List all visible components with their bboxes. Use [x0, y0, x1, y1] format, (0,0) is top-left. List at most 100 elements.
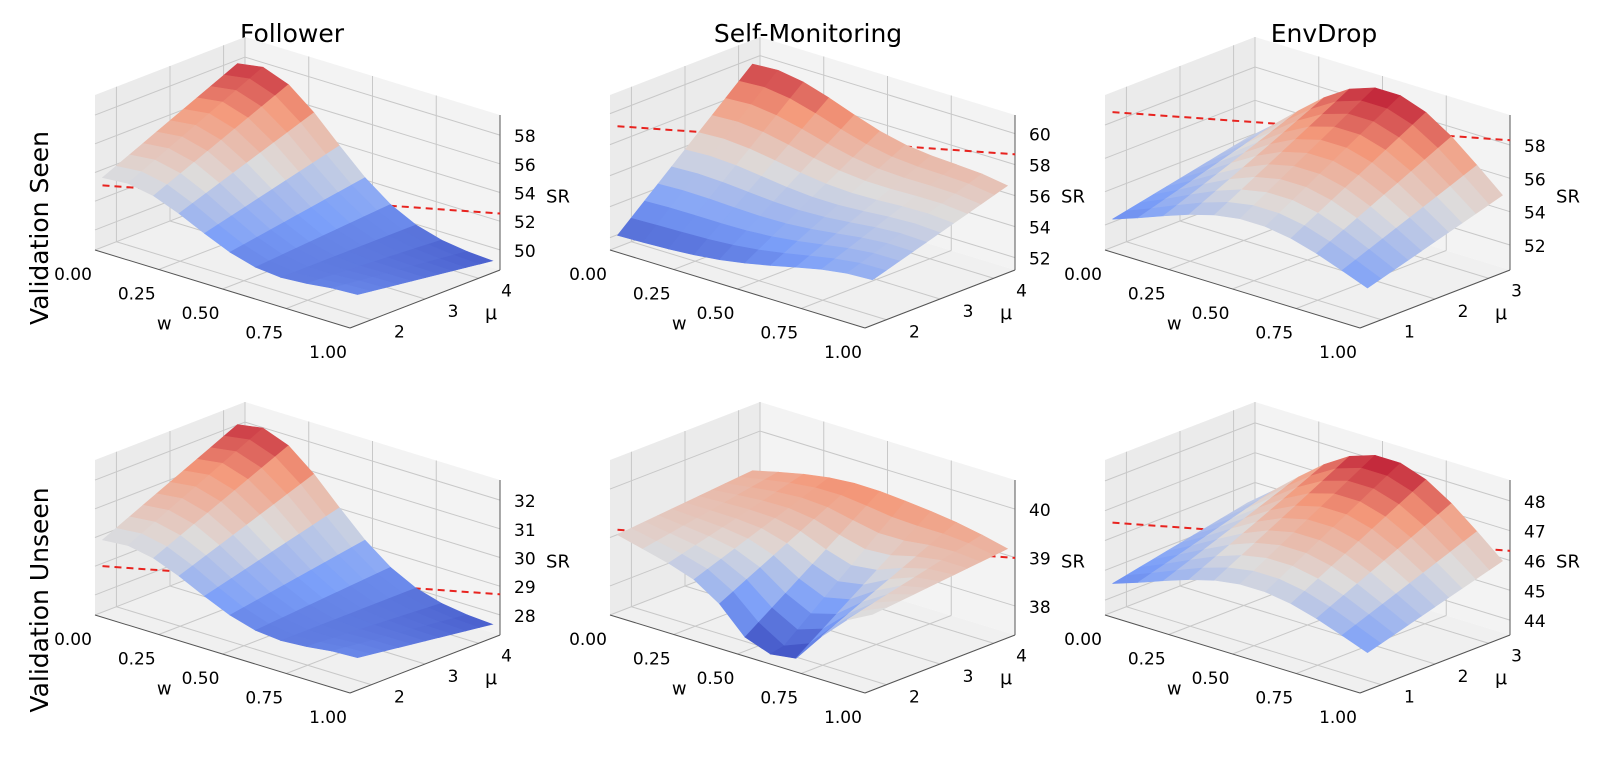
- tick-label: 40: [1029, 501, 1051, 521]
- grid-line: [609, 430, 761, 490]
- tick-label: 0.25: [118, 285, 156, 305]
- tick-label: 58: [1524, 137, 1546, 157]
- z-axis-label: SR: [546, 552, 570, 573]
- column-title-envdrop: EnvDrop: [1271, 19, 1378, 48]
- tick-label: 38: [1029, 598, 1051, 618]
- tick-label: 3: [1511, 646, 1522, 666]
- tick-label: 3: [448, 302, 459, 322]
- tick-label: 46: [1524, 552, 1546, 572]
- baseline-line: [102, 565, 501, 596]
- tick-label: 1.00: [824, 708, 862, 728]
- tick-label: 1.00: [1319, 708, 1357, 728]
- tick-label: 2: [1458, 302, 1469, 322]
- tick-label: 0.75: [245, 324, 283, 344]
- chart-panel: 0.00 0.25 0.50 0.75 1.00 2 3 450 52 54 56 58 w μ SR: [54, 37, 570, 363]
- tick-label: 2: [394, 688, 405, 708]
- chart-panel: 0.00 0.25 0.50 0.75 1.00 1 2 344 45 46 47 48 w μ SR: [1064, 402, 1580, 728]
- tick-label: 0.25: [1128, 650, 1166, 670]
- axis-line: [864, 269, 1016, 329]
- tick-label: 0.75: [760, 689, 798, 709]
- tick-label: 1.00: [309, 343, 347, 363]
- chart-panel: 0.00 0.25 0.50 0.75 1.00 1 2 3 52 54 56 58 w μ SR: [1064, 37, 1580, 363]
- y-axis-label: μ: [1000, 302, 1012, 324]
- tick-label: 0.00: [1064, 265, 1102, 285]
- chart-panel: 0.00 0.25 0.50 0.75 1.00 2 3 428 29 30 31 32 w μ SR: [54, 402, 570, 728]
- grid-line: [1104, 452, 1256, 512]
- tick-label: 0.75: [1255, 324, 1293, 344]
- tick-label: 0.25: [1128, 285, 1166, 305]
- tick-label: 30: [514, 550, 536, 570]
- tick-label: 0.75: [245, 689, 283, 709]
- tick-label: 1: [1404, 688, 1415, 708]
- tick-label: 2: [909, 323, 920, 343]
- axis-line: [1359, 269, 1511, 329]
- z-axis-label: SR: [1556, 552, 1580, 573]
- tick-label: 0.00: [54, 265, 92, 285]
- tick-label: 0.50: [182, 304, 220, 324]
- tick-label: 4: [1016, 646, 1027, 666]
- tick-label: 4: [1016, 281, 1027, 301]
- y-axis-label: μ: [1000, 667, 1012, 689]
- grid-line: [1179, 220, 1436, 300]
- chart-panel: 0.00 0.25 0.50 0.75 1.00 2 3 452 54 56 58 60 w μ SR: [569, 37, 1085, 363]
- tick-label: 0.25: [633, 285, 671, 305]
- tick-label: 58: [1029, 157, 1051, 177]
- surface-patch: [1341, 259, 1382, 289]
- z-axis-label: SR: [1061, 552, 1085, 573]
- tick-label: 3: [963, 667, 974, 687]
- tick-label: 48: [1524, 493, 1546, 513]
- axis-line: [609, 614, 866, 694]
- grid-line: [116, 606, 372, 686]
- tick-label: 0.00: [569, 265, 607, 285]
- tick-label: 52: [1029, 250, 1051, 270]
- tick-label: 4: [501, 646, 512, 666]
- x-axis-label: w: [672, 313, 687, 334]
- tick-label: 2: [394, 323, 405, 343]
- tick-label: 56: [514, 156, 536, 176]
- tick-label: 28: [514, 607, 536, 627]
- tick-label: 32: [514, 492, 536, 512]
- column-title-self-monitoring: Self-Monitoring: [714, 19, 902, 48]
- tick-label: 54: [1524, 204, 1546, 224]
- axis-line: [349, 634, 501, 694]
- tick-label: 1.00: [309, 708, 347, 728]
- grid-line: [116, 241, 372, 321]
- tick-label: 52: [1524, 237, 1546, 257]
- tick-label: 0.75: [1255, 689, 1293, 709]
- axis-line: [1104, 249, 1361, 329]
- grid-line: [244, 56, 501, 136]
- tick-label: 3: [448, 667, 459, 687]
- row-title-validation-unseen: Validation Unseen: [25, 487, 54, 712]
- grid-line: [1104, 482, 1256, 541]
- row-title-validation-seen: Validation Seen: [25, 131, 54, 325]
- x-axis-label: w: [672, 678, 687, 699]
- grid-line: [94, 421, 246, 481]
- tick-label: 3: [1511, 281, 1522, 301]
- axis-line: [609, 249, 866, 329]
- tick-label: 0.00: [569, 630, 607, 650]
- tick-label: 39: [1029, 550, 1051, 570]
- grid-line: [1126, 241, 1382, 321]
- y-axis-label: μ: [1495, 302, 1507, 324]
- y-axis-label: μ: [1495, 667, 1507, 689]
- grid-line: [94, 56, 246, 116]
- grid-line: [1104, 66, 1256, 126]
- tick-label: 2: [1458, 667, 1469, 687]
- grid-line: [609, 55, 761, 115]
- z-axis-label: SR: [1061, 187, 1085, 208]
- x-axis-label: w: [1167, 313, 1182, 334]
- axis-line: [864, 634, 1016, 694]
- tick-label: 56: [1524, 170, 1546, 190]
- z-axis-label: SR: [546, 187, 570, 208]
- grid-line: [1104, 422, 1256, 482]
- tick-label: 0.75: [760, 324, 798, 344]
- tick-label: 44: [1524, 612, 1546, 632]
- baseline-line: [617, 125, 1016, 156]
- z-axis-label: SR: [1556, 187, 1580, 208]
- tick-label: 54: [514, 185, 536, 205]
- grid-line: [1179, 585, 1436, 665]
- grid-line: [631, 241, 887, 321]
- surface-patch: [330, 647, 372, 658]
- grid-line: [759, 430, 1016, 510]
